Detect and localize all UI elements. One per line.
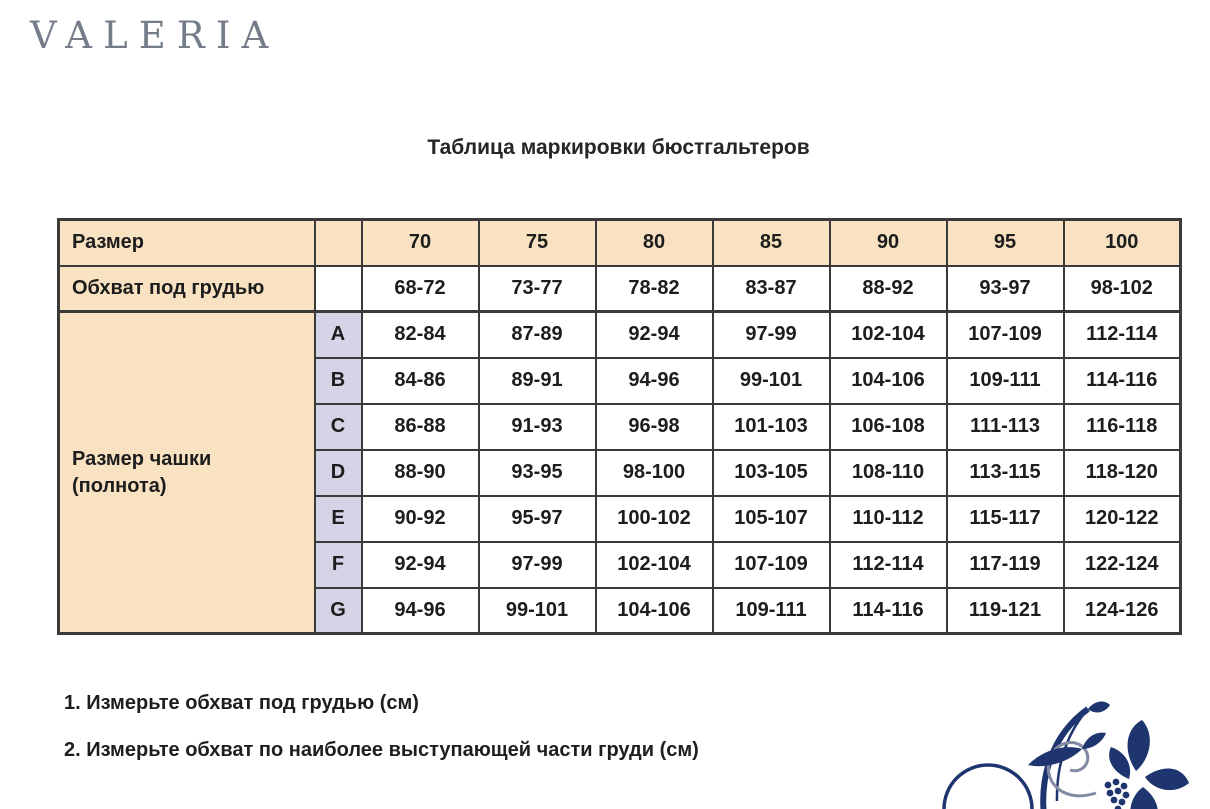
brand-logo: VALERIA xyxy=(30,14,280,57)
cup-value: 82-84 xyxy=(360,310,480,359)
cup-value: 104-106 xyxy=(594,586,714,635)
cup-letter: F xyxy=(313,540,363,589)
cup-value: 95-97 xyxy=(477,494,597,543)
cup-row-E: E 90-92 95-97 100-102 105-107 110-112 11… xyxy=(59,494,1182,543)
cup-row-D: D 88-90 93-95 98-100 103-105 108-110 113… xyxy=(59,448,1182,497)
size-col-header: 80 xyxy=(594,218,714,267)
cup-value: 92-94 xyxy=(360,540,480,589)
cup-letter: B xyxy=(313,356,363,405)
size-row-label: Размер xyxy=(57,218,316,267)
page-title: Таблица маркировки бюстгальтеров xyxy=(427,136,810,159)
underbust-value: 98-102 xyxy=(1062,264,1182,313)
cup-value: 118-120 xyxy=(1062,448,1182,497)
cup-value: 119-121 xyxy=(945,586,1065,635)
underbust-value: 88-92 xyxy=(828,264,948,313)
cup-value: 107-109 xyxy=(711,540,831,589)
cup-letter: A xyxy=(313,310,363,359)
spacer-cell xyxy=(313,218,363,267)
cup-value: 105-107 xyxy=(711,494,831,543)
cup-value: 90-92 xyxy=(360,494,480,543)
note-line-1: 1. Измерьте обхват под грудью (см) xyxy=(64,692,419,714)
size-col-header: 95 xyxy=(945,218,1065,267)
cup-row-A: Размер чашки (полнота) A 82-84 87-89 92-… xyxy=(57,310,1182,635)
cup-value: 93-95 xyxy=(477,448,597,497)
measurement-instructions: 1. Измерьте обхват под грудью (см) 2. Из… xyxy=(64,692,699,786)
size-col-header: 90 xyxy=(828,218,948,267)
underbust-value: 83-87 xyxy=(711,264,831,313)
cup-value: 109-111 xyxy=(711,586,831,635)
cup-value: 117-119 xyxy=(945,540,1065,589)
floral-ornament-icon xyxy=(942,701,1189,809)
cup-letter: D xyxy=(313,448,363,497)
size-col-header: 75 xyxy=(477,218,597,267)
cup-value: 114-116 xyxy=(828,586,948,635)
cup-value: 97-99 xyxy=(477,540,597,589)
cup-value: 102-104 xyxy=(594,540,714,589)
cup-value: 122-124 xyxy=(1062,540,1182,589)
cup-value: 86-88 xyxy=(360,402,480,451)
cup-value: 109-111 xyxy=(945,356,1065,405)
underbust-value: 93-97 xyxy=(945,264,1065,313)
note-line-2: 2. Измерьте обхват по наиболее выступающ… xyxy=(64,739,699,761)
cup-value: 99-101 xyxy=(711,356,831,405)
underbust-value: 73-77 xyxy=(477,264,597,313)
cup-value: 103-105 xyxy=(711,448,831,497)
cup-value: 101-103 xyxy=(711,402,831,451)
underbust-row: Обхват под грудью 68-72 73-77 78-82 83-8… xyxy=(57,264,1182,313)
cup-value: 114-116 xyxy=(1062,356,1182,405)
cup-section-label: Размер чашки (полнота) xyxy=(57,310,316,635)
cup-value: 96-98 xyxy=(594,402,714,451)
cup-section-label-text: Размер чашки (полнота) xyxy=(72,447,212,497)
cup-value: 92-94 xyxy=(594,310,714,359)
underbust-value: 68-72 xyxy=(360,264,480,313)
underbust-value: 78-82 xyxy=(594,264,714,313)
cup-value: 113-115 xyxy=(945,448,1065,497)
cup-value: 87-89 xyxy=(477,310,597,359)
cup-value: 94-96 xyxy=(360,586,480,635)
cup-value: 98-100 xyxy=(594,448,714,497)
cup-value: 112-114 xyxy=(828,540,948,589)
size-col-header: 100 xyxy=(1062,218,1182,267)
cup-value: 91-93 xyxy=(477,402,597,451)
cup-row-B: B 84-86 89-91 94-96 99-101 104-106 109-1… xyxy=(59,356,1182,405)
cup-value: 97-99 xyxy=(711,310,831,359)
cup-row-F: F 92-94 97-99 102-104 107-109 112-114 11… xyxy=(59,540,1182,589)
cup-value: 111-113 xyxy=(945,402,1065,451)
underbust-row-label: Обхват под грудью xyxy=(57,264,316,313)
cup-value: 124-126 xyxy=(1062,586,1182,635)
cup-value: 110-112 xyxy=(828,494,948,543)
cup-value: 108-110 xyxy=(828,448,948,497)
size-col-header: 85 xyxy=(711,218,831,267)
spacer-cell xyxy=(313,264,363,313)
cup-value: 88-90 xyxy=(360,448,480,497)
cup-value: 120-122 xyxy=(1062,494,1182,543)
cup-value: 116-118 xyxy=(1062,402,1182,451)
size-col-header: 70 xyxy=(360,218,480,267)
cup-value: 107-109 xyxy=(945,310,1065,359)
size-header-row: Размер 70 75 80 85 90 95 100 xyxy=(57,218,1182,267)
cup-value: 115-117 xyxy=(945,494,1065,543)
cup-row-C: C 86-88 91-93 96-98 101-103 106-108 111-… xyxy=(59,402,1182,451)
cup-letter: E xyxy=(313,494,363,543)
cup-value: 106-108 xyxy=(828,402,948,451)
bra-size-table: Размер 70 75 80 85 90 95 100 Обхват под … xyxy=(57,218,1182,635)
cup-value: 104-106 xyxy=(828,356,948,405)
cup-value: 84-86 xyxy=(360,356,480,405)
cup-letter: C xyxy=(313,402,363,451)
cup-value: 112-114 xyxy=(1062,310,1182,359)
cup-row-G: G 94-96 99-101 104-106 109-111 114-116 1… xyxy=(59,586,1182,635)
cup-letter: G xyxy=(313,586,363,635)
cup-value: 89-91 xyxy=(477,356,597,405)
cup-value: 100-102 xyxy=(594,494,714,543)
cup-value: 94-96 xyxy=(594,356,714,405)
cup-value: 102-104 xyxy=(828,310,948,359)
cup-value: 99-101 xyxy=(477,586,597,635)
